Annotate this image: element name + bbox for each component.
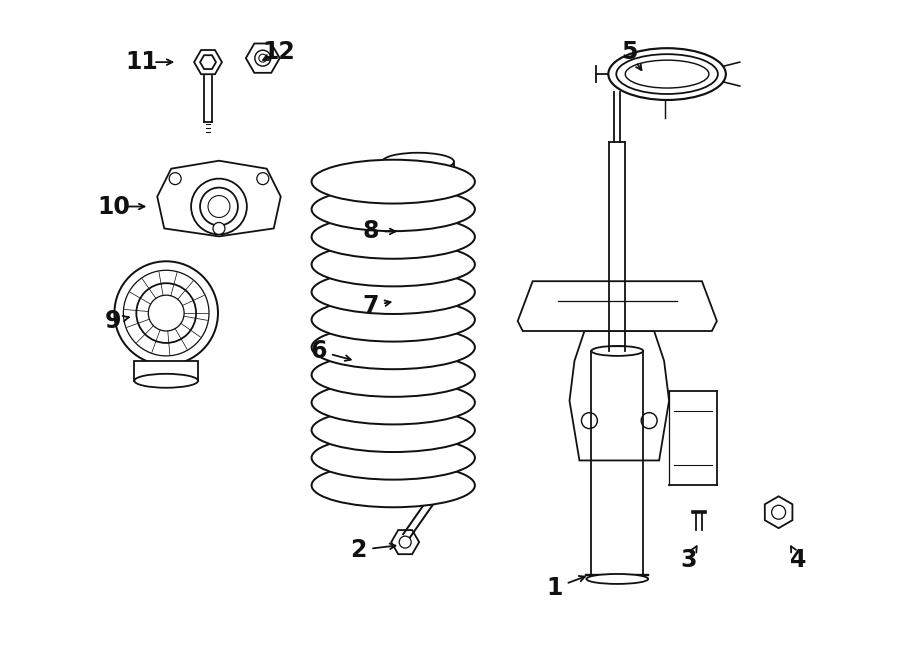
Circle shape bbox=[213, 223, 225, 235]
Circle shape bbox=[208, 196, 230, 217]
Text: 4: 4 bbox=[790, 548, 806, 572]
Text: 10: 10 bbox=[97, 194, 130, 219]
Ellipse shape bbox=[311, 187, 475, 231]
Circle shape bbox=[771, 505, 786, 519]
Ellipse shape bbox=[311, 408, 475, 452]
Text: 7: 7 bbox=[362, 294, 379, 318]
Ellipse shape bbox=[311, 243, 475, 286]
Polygon shape bbox=[392, 530, 419, 554]
Circle shape bbox=[641, 412, 657, 428]
Ellipse shape bbox=[616, 54, 718, 94]
Text: 12: 12 bbox=[262, 40, 295, 64]
Ellipse shape bbox=[311, 381, 475, 424]
Text: 3: 3 bbox=[680, 548, 698, 572]
Ellipse shape bbox=[311, 297, 475, 342]
Circle shape bbox=[581, 412, 598, 428]
Circle shape bbox=[136, 283, 196, 343]
Ellipse shape bbox=[382, 293, 454, 309]
Text: 6: 6 bbox=[310, 339, 327, 363]
Text: 5: 5 bbox=[621, 40, 637, 64]
Polygon shape bbox=[518, 281, 717, 331]
Circle shape bbox=[114, 261, 218, 365]
Text: 9: 9 bbox=[105, 309, 122, 333]
Circle shape bbox=[400, 536, 411, 548]
Ellipse shape bbox=[311, 215, 475, 258]
Polygon shape bbox=[570, 331, 669, 461]
Text: 11: 11 bbox=[125, 50, 158, 74]
Ellipse shape bbox=[311, 270, 475, 314]
Circle shape bbox=[256, 173, 269, 184]
Ellipse shape bbox=[587, 574, 648, 584]
Polygon shape bbox=[158, 161, 281, 237]
Ellipse shape bbox=[398, 192, 438, 208]
Circle shape bbox=[191, 178, 247, 235]
Circle shape bbox=[148, 295, 184, 331]
Bar bbox=[134, 361, 198, 381]
Circle shape bbox=[200, 188, 238, 225]
Text: 2: 2 bbox=[350, 538, 366, 562]
Polygon shape bbox=[194, 50, 222, 74]
Circle shape bbox=[255, 50, 271, 66]
Polygon shape bbox=[200, 56, 216, 69]
Text: 8: 8 bbox=[362, 219, 379, 243]
Circle shape bbox=[259, 54, 266, 62]
Ellipse shape bbox=[626, 60, 709, 88]
Text: 1: 1 bbox=[546, 576, 562, 600]
Ellipse shape bbox=[311, 353, 475, 397]
Ellipse shape bbox=[311, 160, 475, 204]
Ellipse shape bbox=[608, 48, 725, 100]
Ellipse shape bbox=[311, 325, 475, 369]
Circle shape bbox=[169, 173, 181, 184]
Ellipse shape bbox=[134, 374, 198, 388]
Ellipse shape bbox=[311, 436, 475, 480]
Ellipse shape bbox=[405, 196, 431, 205]
Ellipse shape bbox=[311, 463, 475, 507]
Polygon shape bbox=[765, 496, 792, 528]
Ellipse shape bbox=[382, 153, 454, 171]
Ellipse shape bbox=[398, 246, 438, 259]
Circle shape bbox=[123, 270, 209, 356]
Polygon shape bbox=[246, 44, 280, 73]
Ellipse shape bbox=[591, 346, 644, 356]
